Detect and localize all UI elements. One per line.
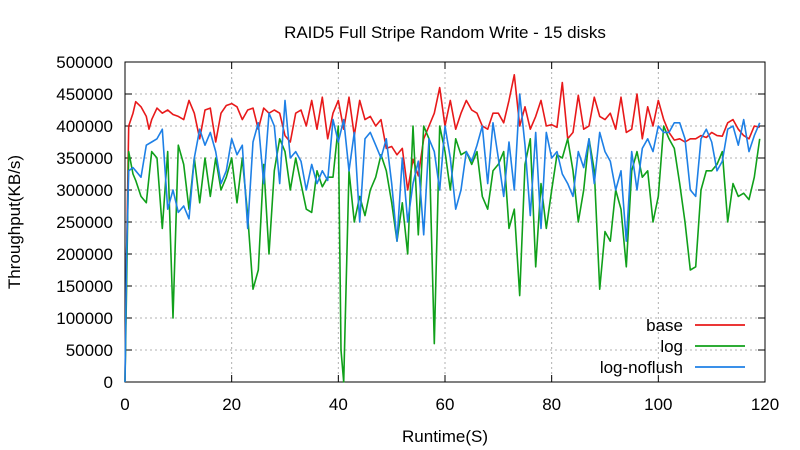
x-tick-label: 40	[329, 395, 348, 414]
y-tick-label: 300000	[56, 181, 113, 200]
x-axis-title: Runtime(S)	[402, 427, 488, 446]
y-tick-label: 500000	[56, 53, 113, 72]
y-tick-label: 100000	[56, 309, 113, 328]
x-tick-label: 120	[751, 395, 779, 414]
chart-title: RAID5 Full Stripe Random Write - 15 disk…	[284, 23, 606, 42]
y-tick-label: 50000	[66, 341, 113, 360]
x-tick-label: 0	[120, 395, 129, 414]
y-tick-label: 250000	[56, 213, 113, 232]
series-lines	[124, 74, 761, 383]
axis-ticks: 0 20 40 60 80 100 120 0 50000 100000 150000 200000 2…	[56, 53, 779, 414]
x-tick-label: 100	[644, 395, 672, 414]
y-tick-label: 150000	[56, 277, 113, 296]
y-tick-label: 0	[104, 373, 113, 392]
legend: base log log-noflush	[600, 316, 745, 377]
legend-label-base: base	[646, 316, 683, 335]
legend-label-log-noflush: log-noflush	[600, 358, 683, 377]
series-line-log-noflush	[124, 93, 761, 383]
series-line-log	[124, 125, 761, 383]
x-tick-label: 60	[436, 395, 455, 414]
legend-label-log: log	[660, 337, 683, 356]
x-tick-label: 80	[542, 395, 561, 414]
y-tick-label: 200000	[56, 245, 113, 264]
y-tick-label: 450000	[56, 85, 113, 104]
series-line-base	[124, 74, 760, 383]
y-tick-label: 400000	[56, 117, 113, 136]
x-tick-label: 20	[222, 395, 241, 414]
y-tick-label: 350000	[56, 149, 113, 168]
y-axis-title: Throughput(KB/s)	[5, 155, 24, 289]
